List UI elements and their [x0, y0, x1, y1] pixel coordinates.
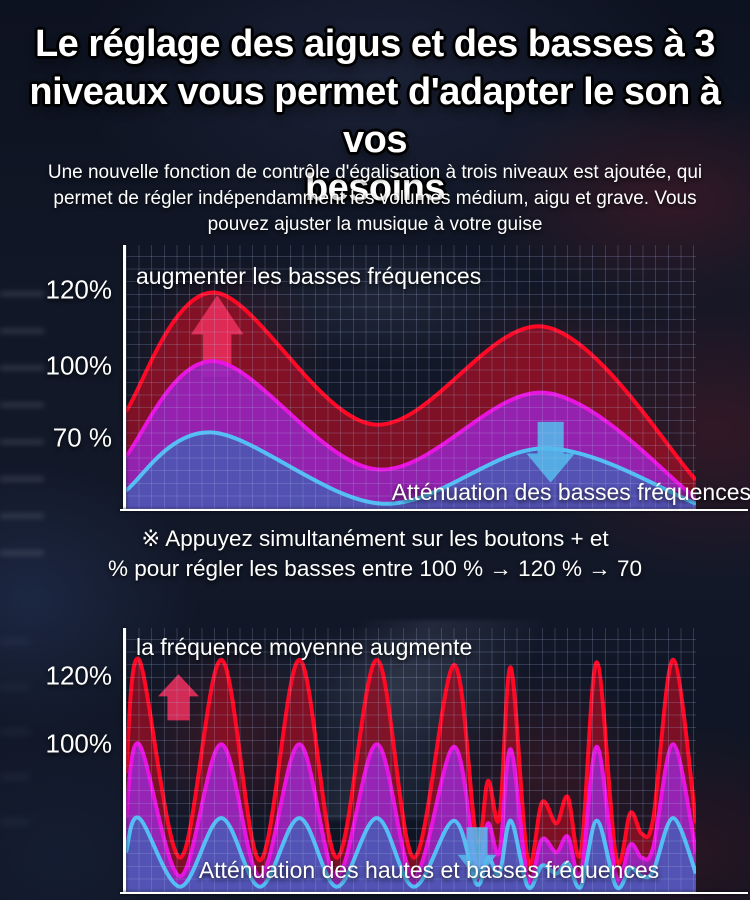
y-tick-70: 70 % [52, 422, 112, 453]
annotation-attenuate-bass: Atténuation des basses fréquences [391, 479, 750, 505]
wave-fill-level-120 [126, 658, 696, 892]
wave-stroke-level-100 [126, 359, 696, 501]
x-axis-line [120, 508, 748, 511]
background-photo-rails-lower [0, 640, 30, 860]
page-title: Le réglage des aigus et des basses à 3 n… [0, 20, 750, 212]
annotation-boost-mid: la fréquence moyenne augmente [136, 634, 473, 660]
y-tick-100: 100% [45, 350, 113, 381]
wave-stroke-level-100 [126, 741, 696, 884]
wave-stroke-level-70 [126, 430, 696, 506]
subtitle-line-2: permet de régler indépendamment les volu… [53, 188, 697, 209]
y-axis-line [123, 628, 126, 893]
title-line-2: niveaux vous permet d'adapter le son à v… [29, 71, 721, 161]
y-tick-120: 120% [45, 274, 113, 305]
subtitle-line-3: pouvez ajuster la musique à votre guise [207, 214, 543, 235]
wave-stroke-level-70 [126, 815, 696, 891]
wave-fill-level-100 [126, 743, 696, 892]
title-line-1: Le réglage des aigus et des basses à 3 [34, 23, 716, 65]
subtitle-line-1: Une nouvelle fonction de contrôle d'égal… [47, 162, 703, 183]
bass-eq-curves-svg [126, 290, 696, 509]
annotation-boost-bass: augmenter les basses fréquences [136, 263, 482, 289]
title-line-3: besoins [304, 167, 446, 209]
bass-eq-chart: 120% 100% 70 % augmenter les basses fréq… [46, 245, 750, 511]
down-arrow-icon [526, 421, 575, 483]
wave-stroke-level-120 [126, 290, 696, 482]
x-axis-line [120, 891, 748, 894]
up-arrow-icon [191, 295, 244, 377]
note-line-2: % pour régler les basses entre 100 % → 1… [107, 556, 643, 581]
up-arrow-icon [157, 674, 199, 721]
y-tick-120: 120% [45, 660, 113, 691]
wave-stroke-level-120 [126, 656, 696, 867]
subtitle-text: Une nouvelle fonction de contrôle d'égal… [25, 160, 725, 238]
note-line-1: ※ Appuyez simultanément sur les boutons … [141, 526, 609, 551]
background-photo-rails [0, 292, 44, 578]
annotation-attenuate-mid: Atténuation des hautes et basses fréquen… [198, 857, 660, 883]
mid-eq-plot-area [126, 628, 696, 892]
mid-eq-curves-svg [126, 656, 696, 892]
y-axis-line [123, 245, 126, 510]
y-tick-100: 100% [45, 728, 113, 759]
down-arrow-icon [457, 827, 497, 881]
usage-note: ※ Appuyez simultanément sur les boutons … [0, 524, 750, 584]
mid-eq-chart: 120% 100% la fréquence moyenne augmente … [46, 628, 748, 894]
